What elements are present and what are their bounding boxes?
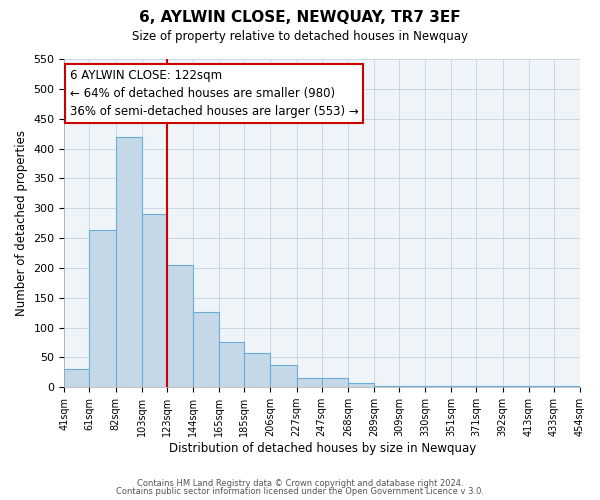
Text: 6 AYLWIN CLOSE: 122sqm
← 64% of detached houses are smaller (980)
36% of semi-de: 6 AYLWIN CLOSE: 122sqm ← 64% of detached… [70,69,358,118]
Bar [529,386,554,387]
Bar [348,383,374,387]
Text: Size of property relative to detached houses in Newquay: Size of property relative to detached ho… [132,30,468,43]
Y-axis label: Number of detached properties: Number of detached properties [15,130,28,316]
Text: 6, AYLWIN CLOSE, NEWQUAY, TR7 3EF: 6, AYLWIN CLOSE, NEWQUAY, TR7 3EF [139,10,461,25]
Bar [399,386,425,387]
Bar [193,312,219,387]
Bar [451,386,476,387]
Bar [89,230,116,387]
Bar [271,365,296,387]
Bar [116,136,142,387]
Bar [244,353,271,387]
Bar [64,370,89,387]
Text: Contains public sector information licensed under the Open Government Licence v : Contains public sector information licen… [116,487,484,496]
Bar [142,214,167,387]
Bar [219,342,244,387]
Bar [167,265,193,387]
Text: Contains HM Land Registry data © Crown copyright and database right 2024.: Contains HM Land Registry data © Crown c… [137,478,463,488]
Bar [296,378,322,387]
Bar [425,386,451,387]
Bar [503,386,529,387]
Bar [374,386,399,387]
X-axis label: Distribution of detached houses by size in Newquay: Distribution of detached houses by size … [169,442,476,455]
Bar [554,386,580,387]
Bar [322,378,348,387]
Bar [476,386,503,387]
